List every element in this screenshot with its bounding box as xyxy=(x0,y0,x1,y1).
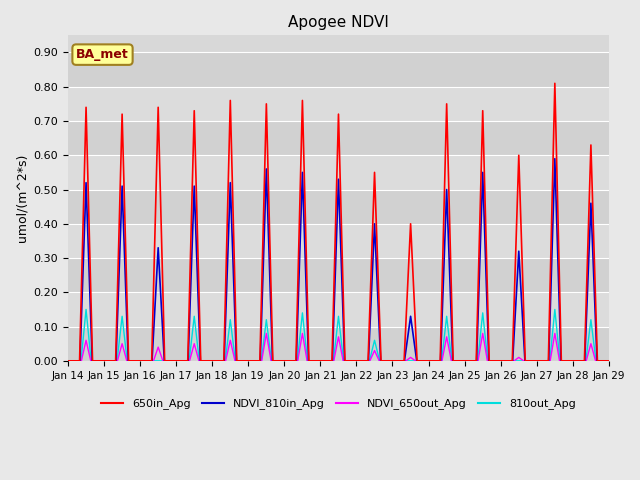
Bar xyxy=(68,52,609,87)
Bar xyxy=(68,155,609,190)
Legend: 650in_Apg, NDVI_810in_Apg, NDVI_650out_Apg, 810out_Apg: 650in_Apg, NDVI_810in_Apg, NDVI_650out_A… xyxy=(97,394,580,414)
Bar xyxy=(68,190,609,224)
Bar xyxy=(68,258,609,292)
Bar xyxy=(68,224,609,258)
Title: Apogee NDVI: Apogee NDVI xyxy=(288,15,389,30)
Bar xyxy=(68,87,609,121)
Y-axis label: umol/(m^2*s): umol/(m^2*s) xyxy=(15,154,28,242)
Bar xyxy=(68,326,609,361)
Bar xyxy=(68,121,609,155)
Text: BA_met: BA_met xyxy=(76,48,129,61)
Bar xyxy=(68,292,609,326)
